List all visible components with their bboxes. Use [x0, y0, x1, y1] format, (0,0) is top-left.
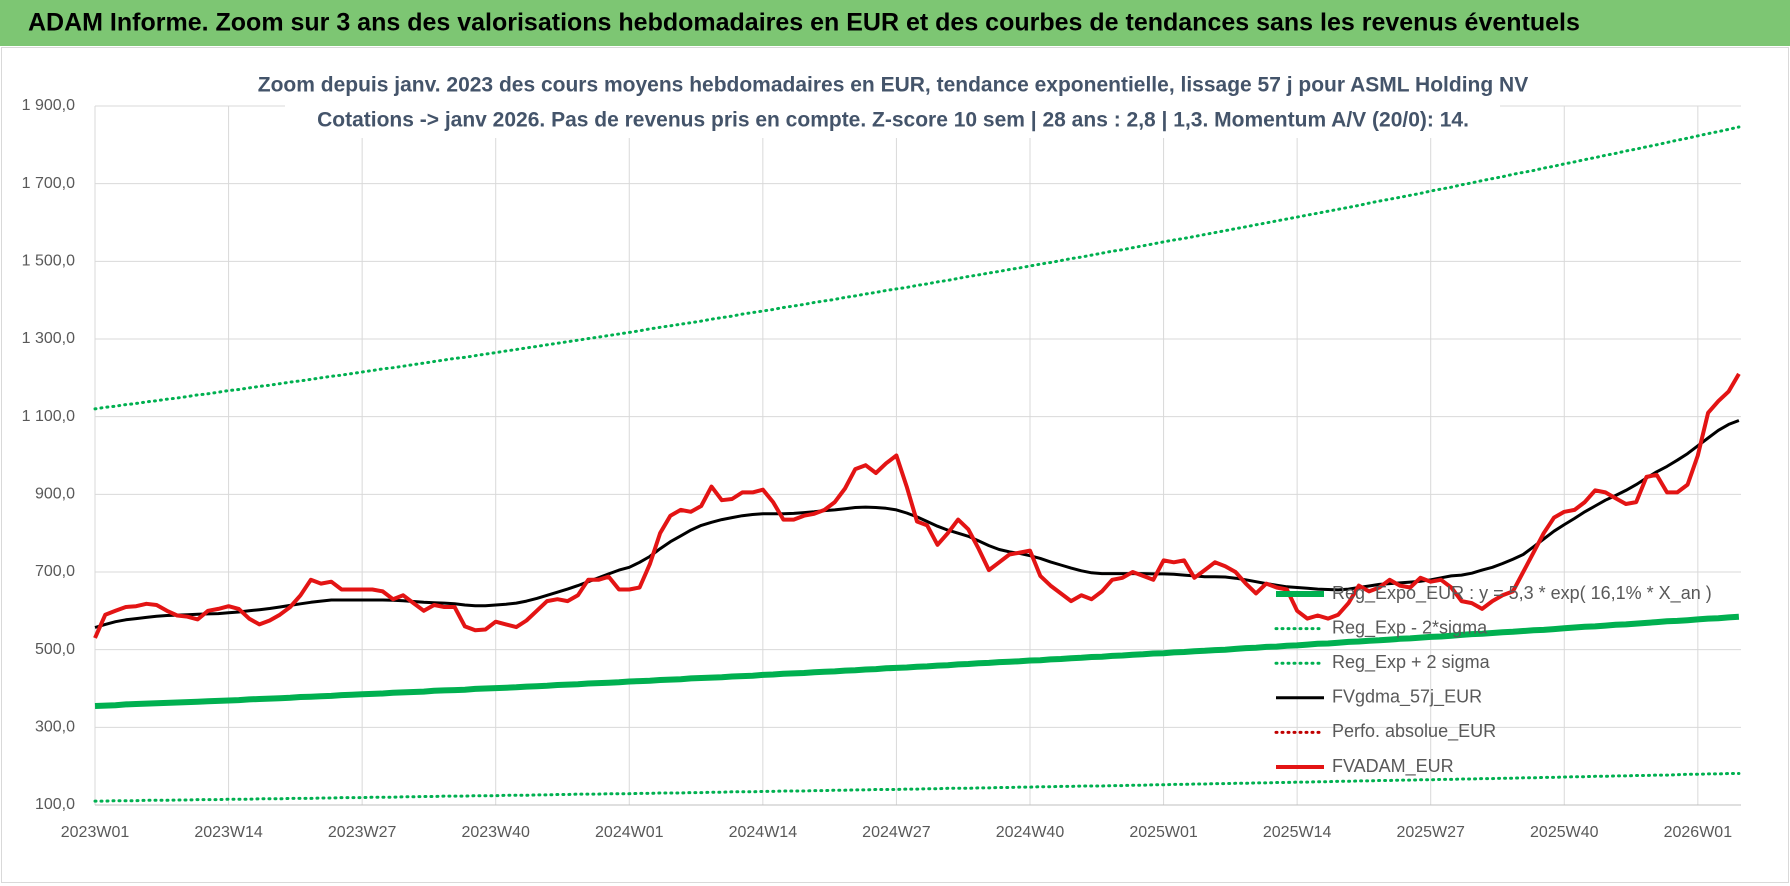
y-tick-label: 500,0: [35, 641, 75, 658]
x-tick-label: 2024W01: [595, 824, 664, 841]
title-background: [285, 66, 1500, 138]
series-line: [93, 772, 1741, 803]
y-tick-label: 1 900,0: [22, 97, 75, 114]
y-tick-label: 300,0: [35, 719, 75, 736]
header-bar: [0, 0, 1790, 46]
plot-area: 100,0 300,0 500,0 700,0 900,0 1 100,0 1 300,0 1…: [22, 97, 1741, 841]
header-title: ADAM Informe. Zoom sur 3 ans des valoris…: [28, 9, 1580, 37]
y-tick-label: 1 700,0: [22, 175, 75, 192]
x-tick-label: 2026W01: [1664, 824, 1733, 841]
x-tick-label: 2024W40: [996, 824, 1065, 841]
y-tick-label: 700,0: [35, 563, 75, 580]
legend-label: FVgdma_57j_EUR: [1332, 687, 1482, 708]
legend-label: Perfo. absolue_EUR: [1332, 721, 1496, 742]
x-tick-label: 2025W40: [1530, 824, 1599, 841]
series-line: [93, 372, 1741, 639]
x-tick-label: 2023W14: [194, 824, 263, 841]
y-tick-label: 1 300,0: [22, 330, 75, 347]
legend-label: Reg_Exp + 2 sigma: [1332, 652, 1491, 673]
y-tick-label: 1 100,0: [22, 408, 75, 425]
x-tick-label: 2023W27: [328, 824, 397, 841]
x-tick-label: 2023W01: [61, 824, 130, 841]
chart-title: Zoom depuis janv. 2023 des cours moyens …: [258, 74, 1528, 97]
series-line: [94, 613, 1740, 709]
x-tick-label: 2024W14: [729, 824, 798, 841]
chart-border: [1, 47, 1789, 883]
legend-label: FVADAM_EUR: [1332, 756, 1454, 777]
legend-label: Reg_Expo_EUR : y = 5,3 * exp( 16,1% * X_…: [1332, 583, 1712, 604]
chart-subtitle: Cotations -> janv 2026. Pas de revenus p…: [317, 109, 1469, 132]
x-tick-label: 2025W27: [1396, 824, 1465, 841]
y-tick-label: 1 500,0: [22, 253, 75, 270]
y-tick-label: 900,0: [35, 486, 75, 503]
y-tick-label: 100,0: [35, 796, 75, 813]
x-tick-label: 2025W14: [1263, 824, 1332, 841]
x-tick-label: 2023W40: [461, 824, 530, 841]
series-line: [93, 125, 1741, 411]
x-tick-label: 2024W27: [862, 824, 931, 841]
x-tick-label: 2025W01: [1129, 824, 1198, 841]
legend-label: Reg_Exp - 2*sigma: [1332, 617, 1488, 638]
legend: Reg_Expo_EUR : y = 5,3 * exp( 16,1% * X_…: [1274, 583, 1712, 777]
